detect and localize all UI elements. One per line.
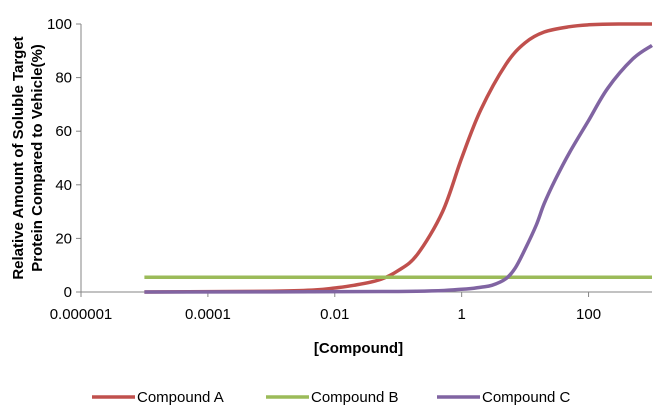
y-tick-label: 40 bbox=[55, 177, 72, 194]
series-line-compound-c bbox=[144, 43, 654, 294]
x-axis-title-group: [Compound] bbox=[314, 340, 403, 357]
y-axis-title-line: Protein Compared to Vehicle(%) bbox=[29, 44, 46, 272]
y-axis-title: Relative Amount of Soluble Target Protein… bbox=[10, 36, 46, 279]
x-tick-label: 1 bbox=[457, 306, 465, 323]
series-lines bbox=[144, 22, 654, 294]
axes: 0 20 40 60 80 100 0.000001 0.0001 0.01 1 100 bbox=[47, 16, 652, 323]
legend-label: Compound C bbox=[482, 389, 571, 406]
x-axis-title: [Compound] bbox=[314, 340, 403, 357]
y-axis-title-line: Relative Amount of Soluble Target bbox=[10, 36, 27, 279]
x-tick-label: 0.01 bbox=[320, 306, 349, 323]
y-tick-label: 100 bbox=[47, 16, 72, 33]
y-tick-label: 60 bbox=[55, 123, 72, 140]
series-line-compound-a bbox=[144, 22, 653, 294]
y-tick-label: 20 bbox=[55, 230, 72, 247]
legend-label: Compound A bbox=[137, 389, 224, 406]
y-tick-label: 80 bbox=[55, 70, 72, 87]
y-tick-label: 0 bbox=[64, 284, 72, 301]
x-tick-label: 0.000001 bbox=[50, 306, 113, 323]
x-tick-label: 100 bbox=[576, 306, 601, 323]
legend-label: Compound B bbox=[311, 389, 399, 406]
legend: Compound A Compound B Compound C bbox=[92, 389, 571, 406]
x-tick-label: 0.0001 bbox=[185, 306, 231, 323]
